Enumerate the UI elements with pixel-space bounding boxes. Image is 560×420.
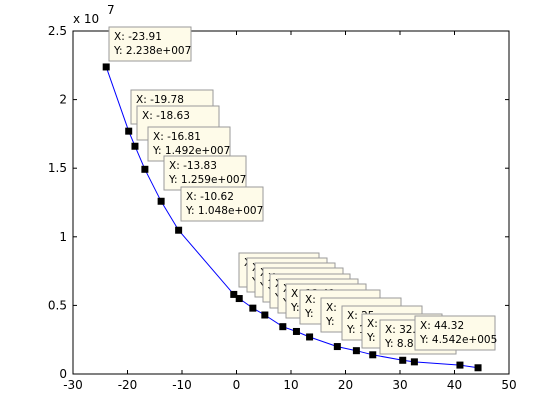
datatips: X: -23.91 Y: 2.238e+007 X: -19.78 X: -18.63… [108,26,497,355]
x-tick-label: 20 [338,378,353,392]
x-tick-label: 10 [283,378,298,392]
datatip-x-value: X: -13.83 [169,160,217,172]
datatip[interactable]: X: -10.62 Y: 1.048e+007 [180,186,264,222]
data-point[interactable] [474,364,482,372]
datatip-x-value: X: [326,302,337,314]
y-tick-label: 2 [59,93,67,107]
series-line [105,66,479,369]
x-tick-label: -20 [118,378,138,392]
data-point[interactable] [352,347,360,355]
x-tick-label: -30 [63,378,83,392]
datatip-y-value: Y: 1.492e+007 [152,145,230,157]
y-exponent-base: x 10 [73,12,99,26]
datatip-x-value: X: [367,318,378,330]
y-exponent-power: 7 [107,3,115,17]
data-point[interactable] [125,127,133,135]
data-point[interactable] [102,63,110,71]
data-point[interactable] [157,197,165,205]
datatip-box [414,315,496,351]
data-point[interactable] [456,361,464,369]
datatip-y-value: Y: 4.542e+005 [419,334,497,346]
data-point[interactable] [333,343,341,351]
x-tick-label: 30 [392,378,407,392]
y-tick-label: 0 [59,367,67,381]
data-point[interactable] [141,165,149,173]
data-point[interactable] [399,356,407,364]
datatip-y-value: Y: 2.238e+007 [113,45,191,57]
y-tick-label: 2.5 [48,24,67,38]
y-axis-ticks: 0 0.5 1 1.5 2 2.5 [48,24,509,381]
datatip[interactable]: X: -23.91 Y: 2.238e+007 [108,26,192,62]
datatip-y-value: Y: [325,316,335,328]
data-point[interactable] [410,358,418,366]
series-line-group [105,66,479,369]
datatip-x-value: X: -19.78 [136,94,184,106]
data-point[interactable] [175,226,183,234]
datatip-y-value: Y: [304,308,314,320]
data-point[interactable] [261,311,269,319]
x-tick-label: -10 [172,378,192,392]
x-tick-label: 40 [447,378,462,392]
data-point[interactable] [369,351,377,359]
datatip-x-value: X: 44.32 [420,320,464,332]
datatip-x-value: X: [305,294,316,306]
datatip-box [180,186,264,222]
datatip-box [108,26,192,62]
data-point[interactable] [306,333,314,341]
y-tick-label: 1.5 [48,161,67,175]
datatip-x-value: X: -16.81 [153,131,201,143]
datatip[interactable]: X: -13.83 Y: 1.259e+007 [163,155,247,191]
data-point[interactable] [249,304,257,312]
datatip-y-value: Y: [366,332,376,344]
datatip-x-value: X: -10.62 [186,191,234,203]
datatip-y-value: Y: 1.259e+007 [168,174,246,186]
datatip-x-value: X: -18.63 [142,110,190,122]
data-point[interactable] [279,323,287,331]
datatip-y-value: Y: 1.048e+007 [185,205,263,217]
data-point[interactable] [131,142,139,150]
x-tick-label: 0 [233,378,241,392]
datatip[interactable]: X: 44.32 Y: 4.542e+005 [414,315,497,351]
data-point[interactable] [230,290,238,298]
y-tick-label: 1 [59,230,67,244]
data-point[interactable] [235,295,243,303]
x-axis-ticks: -30 -20 -10 0 10 20 30 40 50 [63,31,517,392]
datatip-box [147,126,231,162]
datatip-box [163,155,247,191]
datatip-x-value: X: -23.91 [114,31,162,43]
y-tick-label: 0.5 [48,298,67,312]
data-markers [102,63,482,372]
datatip[interactable]: X: -16.81 Y: 1.492e+007 [147,126,231,162]
data-point[interactable] [292,327,300,335]
x-tick-label: 50 [501,378,516,392]
